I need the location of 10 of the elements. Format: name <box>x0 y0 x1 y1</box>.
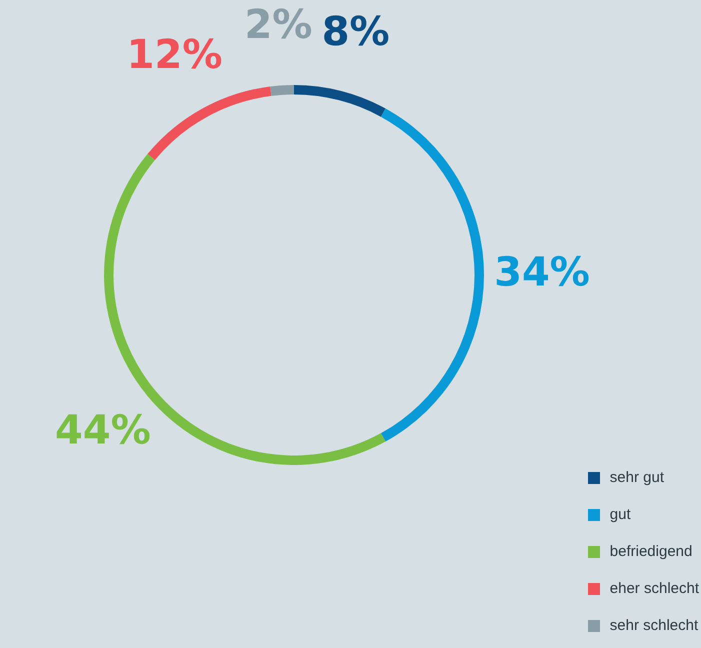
data-label: 2% <box>244 2 312 48</box>
data-label: 8% <box>322 9 390 56</box>
legend-label: sehr schlecht <box>608 616 699 636</box>
legend-label: gut <box>608 505 632 525</box>
legend-label: sehr gut <box>608 468 665 488</box>
legend-label: eher schlecht <box>608 579 699 599</box>
legend-label: befriedigend <box>608 542 694 562</box>
data-label: 34% <box>494 249 590 296</box>
data-label: 12% <box>126 32 222 78</box>
data-label: 44% <box>55 407 151 454</box>
